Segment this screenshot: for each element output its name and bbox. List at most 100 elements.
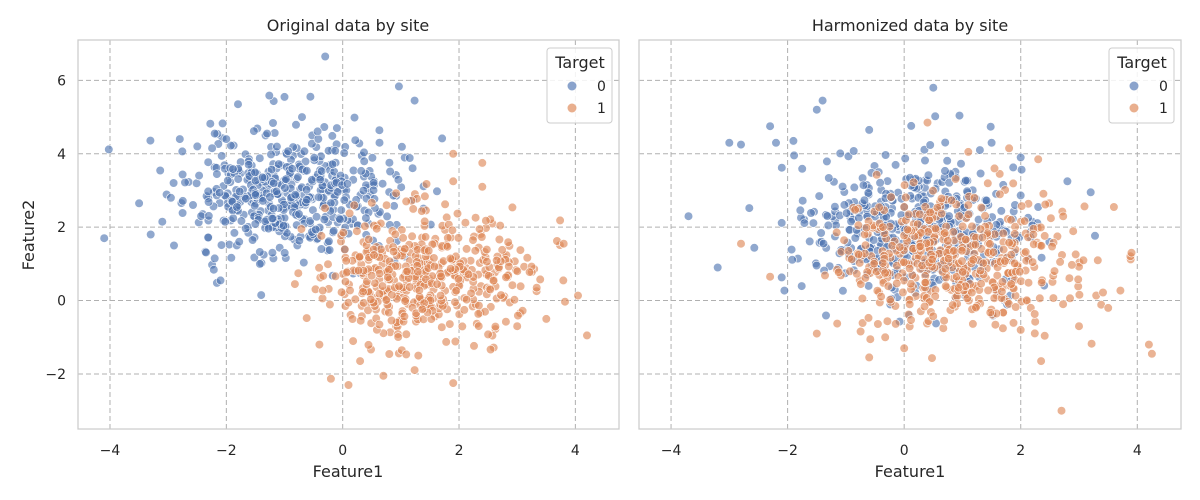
- point-class-1: [401, 196, 411, 206]
- point-class-1: [558, 275, 568, 286]
- point-class-1: [447, 225, 458, 235]
- x-tick-label: −4: [661, 443, 682, 459]
- point-class-1: [948, 227, 958, 237]
- point-class-0: [166, 193, 176, 203]
- point-class-1: [1004, 143, 1014, 153]
- point-class-0: [274, 159, 284, 169]
- point-class-1: [453, 274, 464, 284]
- point-class-0: [332, 123, 342, 133]
- point-class-1: [950, 174, 961, 184]
- point-class-0: [940, 138, 950, 148]
- point-class-1: [512, 266, 522, 276]
- point-class-1: [1016, 276, 1026, 286]
- point-class-1: [853, 220, 864, 230]
- point-class-1: [1093, 255, 1103, 265]
- point-class-0: [822, 156, 832, 166]
- point-class-0: [890, 160, 901, 170]
- point-class-0: [169, 240, 179, 251]
- point-class-0: [204, 211, 214, 221]
- point-class-0: [858, 180, 869, 190]
- point-class-0: [177, 146, 187, 156]
- point-class-0: [956, 159, 966, 169]
- point-class-1: [468, 235, 478, 245]
- point-class-1: [892, 278, 902, 289]
- point-class-1: [349, 200, 359, 210]
- point-class-1: [559, 239, 569, 249]
- point-class-1: [448, 378, 458, 388]
- point-class-1: [375, 269, 385, 279]
- point-class-0: [920, 155, 930, 166]
- point-class-0: [799, 218, 810, 228]
- x-axis-label: Feature1: [313, 462, 384, 481]
- point-class-1: [954, 211, 964, 221]
- panel-original: Original data by site −4 −2 0 2 4 −2 0 2 4 6 Feat…: [19, 16, 620, 481]
- point-class-0: [339, 195, 349, 205]
- x-tick-label: 4: [1133, 443, 1142, 459]
- point-class-1: [847, 254, 857, 264]
- point-class-0: [859, 195, 870, 205]
- point-class-1: [958, 267, 968, 277]
- point-class-1: [347, 314, 358, 324]
- point-class-1: [860, 273, 871, 283]
- point-class-1: [352, 226, 362, 236]
- point-class-1: [873, 319, 883, 329]
- point-class-1: [957, 256, 967, 266]
- point-class-1: [915, 241, 925, 251]
- point-class-1: [899, 202, 909, 212]
- point-class-1: [337, 287, 347, 297]
- point-class-1: [437, 322, 447, 332]
- point-class-0: [272, 142, 282, 152]
- point-class-1: [878, 258, 888, 268]
- point-class-1: [1036, 241, 1046, 251]
- point-class-1: [573, 291, 583, 301]
- point-class-1: [290, 279, 300, 289]
- point-class-0: [816, 228, 826, 238]
- y-tick-label: −2: [45, 367, 66, 383]
- point-class-1: [350, 294, 360, 304]
- point-class-1: [927, 254, 937, 264]
- point-class-0: [280, 183, 290, 193]
- point-class-1: [943, 236, 953, 246]
- point-class-0: [349, 112, 360, 123]
- point-class-1: [1022, 295, 1032, 305]
- point-class-1: [535, 274, 545, 285]
- point-class-0: [178, 208, 188, 218]
- point-class-1: [861, 223, 872, 233]
- legend-label-0: 0: [1159, 79, 1168, 95]
- point-class-1: [1027, 257, 1038, 267]
- point-class-0: [830, 202, 840, 212]
- point-class-0: [241, 223, 251, 234]
- point-class-1: [400, 296, 410, 306]
- point-class-1: [450, 297, 460, 307]
- point-class-0: [192, 141, 202, 151]
- point-class-0: [203, 186, 213, 196]
- point-class-1: [354, 252, 365, 262]
- point-class-1: [961, 234, 971, 245]
- point-class-1: [971, 302, 981, 313]
- point-class-1: [891, 319, 901, 329]
- point-class-0: [374, 138, 385, 148]
- point-class-0: [777, 272, 787, 283]
- point-class-0: [359, 156, 369, 166]
- point-class-0: [228, 164, 238, 174]
- point-class-1: [393, 332, 403, 342]
- point-class-0: [241, 194, 251, 204]
- point-class-0: [305, 216, 315, 226]
- point-class-1: [318, 286, 328, 296]
- point-class-1: [1065, 293, 1075, 303]
- point-class-1: [314, 340, 325, 350]
- point-class-0: [683, 211, 694, 221]
- point-class-0: [311, 224, 321, 235]
- point-class-0: [336, 205, 346, 215]
- point-class-1: [414, 285, 424, 296]
- point-class-0: [817, 95, 828, 106]
- point-class-0: [262, 129, 272, 139]
- point-class-0: [250, 201, 260, 211]
- point-class-0: [1008, 162, 1018, 172]
- point-class-0: [320, 51, 330, 62]
- point-class-1: [939, 316, 949, 326]
- point-class-1: [503, 237, 513, 247]
- point-class-1: [457, 321, 467, 332]
- legend-label-0: 0: [597, 79, 606, 95]
